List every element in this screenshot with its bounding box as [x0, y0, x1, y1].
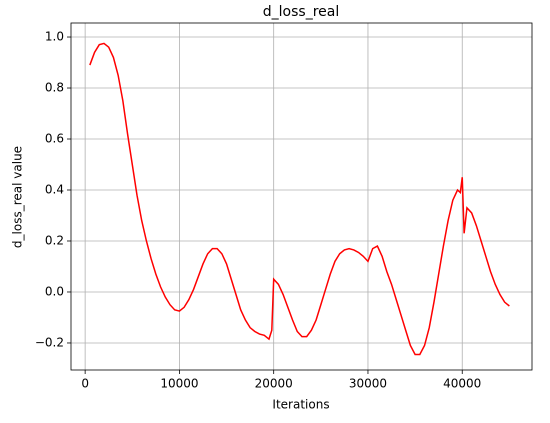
y-tick-label: 0.4	[45, 182, 64, 196]
y-tick-label: 0.2	[45, 233, 64, 247]
x-tick-label: 40000	[443, 377, 481, 391]
x-tick-label: 20000	[255, 377, 293, 391]
x-axis-label: Iterations	[272, 398, 329, 412]
x-tick-label: 10000	[160, 377, 198, 391]
y-tick-label: 0.8	[45, 81, 64, 95]
y-tick-label: 0.0	[45, 284, 64, 298]
y-tick-label: −0.2	[35, 335, 64, 349]
x-tick-label: 30000	[349, 377, 387, 391]
y-tick-label: 0.6	[45, 132, 64, 146]
chart-title: d_loss_real	[263, 4, 339, 20]
x-tick-label: 0	[81, 377, 89, 391]
y-tick-label: 1.0	[45, 30, 64, 44]
y-axis-label: d_loss_real value	[11, 146, 25, 248]
plot-frame	[70, 22, 533, 371]
data-line	[89, 42, 510, 356]
